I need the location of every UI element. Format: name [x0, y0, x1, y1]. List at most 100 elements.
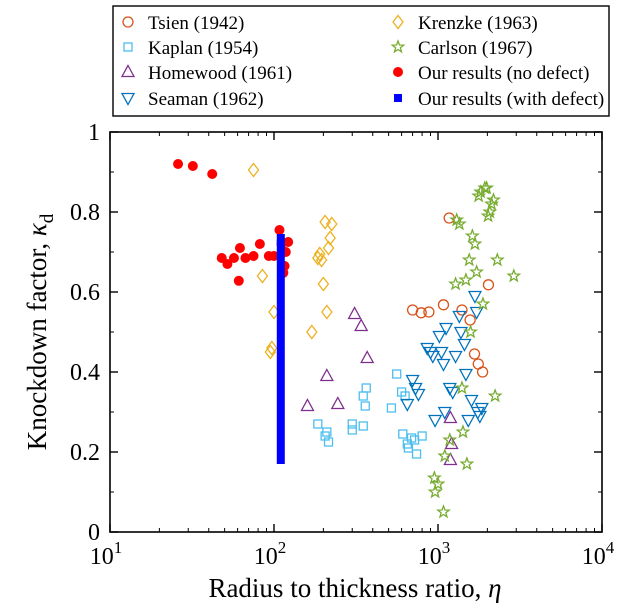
data-point — [445, 386, 460, 400]
data-point — [451, 216, 467, 231]
data-point — [222, 259, 233, 269]
data-point — [266, 340, 278, 356]
data-point — [247, 162, 260, 178]
data-point — [276, 456, 285, 464]
data-point — [276, 336, 285, 344]
data-point — [474, 402, 489, 416]
x-axis-title: Radius to thickness ratio, η — [208, 573, 501, 603]
data-point — [317, 276, 330, 292]
data-point — [276, 240, 285, 248]
data-point — [464, 314, 476, 326]
y-tick-label: 0.4 — [70, 360, 100, 386]
data-point — [330, 396, 345, 410]
data-point — [432, 330, 447, 344]
legend-marker — [123, 42, 133, 52]
data-point — [313, 246, 326, 262]
data-point — [442, 432, 458, 447]
data-point — [482, 279, 495, 291]
data-point — [476, 366, 489, 378]
data-point — [411, 388, 426, 402]
data-point — [403, 443, 414, 453]
x-tick-label: 102 — [254, 538, 287, 570]
series-3 — [400, 290, 489, 428]
data-point — [325, 216, 338, 232]
data-point — [459, 456, 475, 471]
data-point — [469, 306, 484, 320]
data-point — [430, 476, 446, 491]
legend-marker — [120, 92, 136, 106]
data-point — [313, 419, 323, 429]
y-tick-label: 0 — [88, 520, 100, 546]
data-point — [276, 248, 285, 256]
series-1 — [313, 369, 427, 459]
series-5 — [426, 180, 522, 519]
y-tick-label: 0.6 — [70, 280, 100, 306]
data-point — [434, 346, 449, 360]
data-point — [254, 239, 265, 249]
x-tick-label: 104 — [582, 538, 615, 570]
data-point — [464, 394, 479, 408]
data-point — [458, 272, 474, 287]
data-point — [276, 320, 285, 328]
data-point — [276, 272, 285, 280]
data-point — [354, 318, 369, 332]
legend-box — [112, 5, 610, 117]
data-point — [305, 324, 318, 340]
data-point — [319, 214, 331, 230]
data-point — [283, 237, 294, 247]
data-point — [454, 380, 470, 395]
data-point — [276, 384, 285, 392]
data-point — [276, 234, 285, 242]
data-point — [315, 252, 328, 268]
data-point — [187, 161, 198, 171]
legend-marker — [390, 39, 406, 54]
data-point — [448, 350, 463, 364]
data-point — [423, 306, 435, 318]
data-point — [461, 252, 477, 267]
data-point — [276, 408, 285, 416]
data-point — [405, 374, 420, 388]
data-point — [400, 398, 415, 412]
data-point — [276, 432, 285, 440]
data-point — [506, 268, 522, 283]
legend-marker — [120, 64, 136, 78]
legend-entry: Krenzke (1963) — [392, 13, 538, 34]
data-point — [276, 328, 285, 336]
legend-label: Tsien (1942) — [148, 13, 244, 34]
data-point — [467, 236, 483, 251]
data-point — [398, 429, 408, 439]
data-point — [347, 425, 357, 435]
legend-marker — [393, 67, 403, 77]
data-point — [276, 288, 285, 296]
data-point — [311, 250, 324, 266]
data-point — [234, 243, 245, 253]
data-point — [347, 419, 357, 429]
legend-marker — [392, 14, 404, 30]
data-point — [276, 440, 285, 448]
data-point — [276, 360, 285, 368]
data-point — [276, 304, 285, 312]
series-4 — [247, 162, 338, 360]
legend-label: Kaplan (1954) — [148, 38, 258, 59]
data-point — [443, 410, 458, 424]
data-point — [461, 414, 476, 428]
data-point — [415, 307, 427, 319]
data-point — [322, 240, 335, 256]
legend-entry: Seaman (1962) — [120, 89, 264, 110]
legend: Tsien (1942) Kaplan (1954) Homewood (1961)… — [120, 13, 604, 110]
data-point — [489, 252, 505, 267]
data-point — [240, 253, 251, 263]
data-point — [276, 400, 285, 408]
data-point — [361, 383, 371, 393]
data-points — [173, 159, 522, 519]
legend-label: Homewood (1961) — [148, 63, 292, 84]
data-point — [347, 306, 362, 320]
legend-label: Our results (no defect) — [418, 63, 589, 84]
series-7 — [276, 234, 285, 464]
data-point — [468, 348, 481, 360]
data-point — [437, 299, 450, 311]
data-point — [248, 251, 259, 261]
plot-area — [109, 131, 603, 533]
y-tick-label: 0.2 — [70, 440, 100, 466]
data-point — [276, 448, 285, 456]
